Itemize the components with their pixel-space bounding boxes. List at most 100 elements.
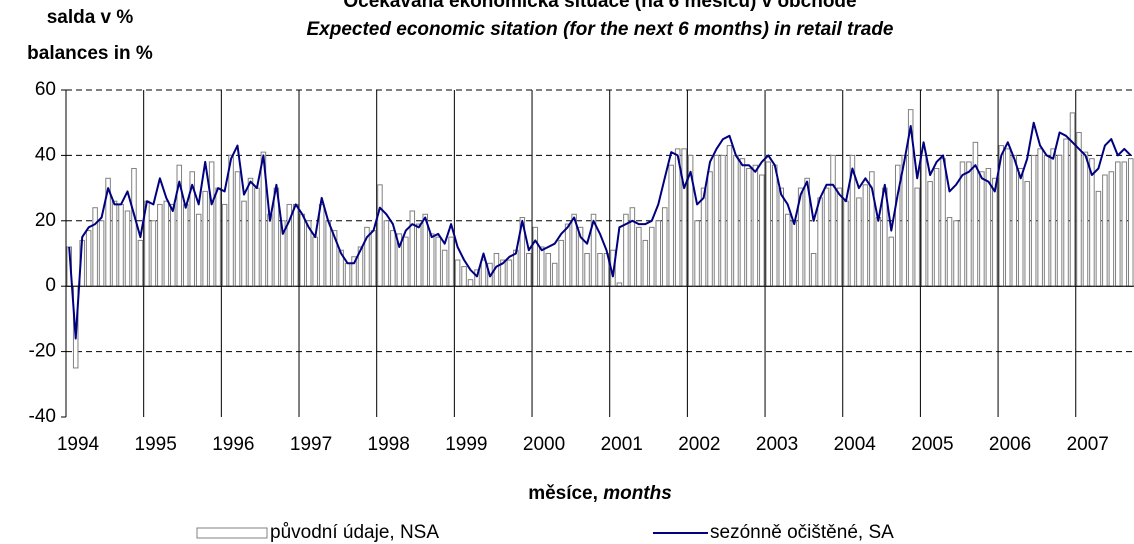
- bar: [118, 203, 124, 287]
- bar: [383, 220, 390, 287]
- bar: [1056, 154, 1063, 287]
- bar: [1108, 171, 1115, 287]
- bar: [150, 220, 157, 287]
- bar: [739, 158, 746, 287]
- bar: [992, 177, 998, 287]
- bar: [836, 187, 843, 287]
- bar: [642, 239, 649, 287]
- bar: [415, 223, 422, 287]
- bar: [299, 213, 306, 287]
- x-tick-label: 2001: [601, 434, 643, 455]
- bar: [927, 181, 933, 287]
- bar: [1082, 151, 1089, 287]
- bar: [448, 236, 454, 287]
- bar: [733, 154, 739, 287]
- bar: [293, 203, 299, 287]
- bar: [1063, 138, 1069, 287]
- bar: [163, 200, 170, 287]
- bar: [1043, 154, 1050, 287]
- chart-title: Očekávaná ekonomická situace (na 6 měsíc…: [343, 0, 856, 12]
- x-tick-label: 1997: [290, 434, 332, 455]
- bar: [551, 262, 558, 287]
- y-tick-label: 20: [35, 210, 56, 231]
- legend: původní údaje, NSA sezónně očištěné, SA: [196, 522, 894, 543]
- bar: [946, 217, 953, 287]
- bar: [318, 203, 325, 287]
- bar: [428, 233, 435, 287]
- x-tick-label: 1995: [135, 434, 177, 455]
- x-tick-label: 1994: [57, 434, 100, 455]
- bar: [888, 236, 895, 287]
- bar: [254, 187, 260, 287]
- bar: [1115, 161, 1121, 287]
- y-tick-label: 60: [35, 79, 56, 100]
- bar: [513, 249, 519, 287]
- bar: [370, 230, 377, 287]
- x-tick-label: 2004: [834, 434, 877, 455]
- legend-label: sezónně očištěné, SA: [710, 522, 894, 543]
- bar: [759, 174, 765, 287]
- bar: [778, 187, 785, 287]
- bar: [830, 154, 836, 287]
- x-tick-label: 2003: [756, 434, 798, 455]
- bar: [1121, 161, 1128, 287]
- bar: [1127, 158, 1134, 287]
- bar: [726, 145, 733, 287]
- bar: [875, 217, 882, 287]
- bar: [1050, 148, 1056, 287]
- bar: [720, 154, 726, 287]
- y-tick-label: 0: [45, 275, 56, 296]
- bar: [674, 148, 681, 287]
- bar: [234, 171, 241, 287]
- bar: [435, 236, 441, 287]
- bar: [810, 253, 817, 287]
- y-axis-label: salda v %: [47, 7, 134, 28]
- bar: [649, 226, 655, 287]
- bar: [979, 171, 985, 287]
- x-axis-label: měsíce, months: [528, 483, 672, 504]
- bar: [131, 167, 137, 287]
- bar: [752, 164, 759, 287]
- bar: [668, 164, 674, 287]
- bar: [765, 161, 772, 287]
- bar: [1089, 158, 1095, 287]
- bar: [157, 203, 163, 287]
- bar: [182, 203, 189, 287]
- bar: [202, 190, 208, 287]
- bar: [856, 197, 862, 287]
- bar: [208, 161, 215, 287]
- chart-subtitle: Expected economic sitation (for the next…: [307, 19, 894, 40]
- bar: [862, 184, 869, 287]
- legend-label: původní údaje, NSA: [270, 522, 439, 543]
- bar: [409, 210, 416, 287]
- bar: [1069, 112, 1076, 287]
- bar: [461, 266, 467, 287]
- x-tick-label: 1998: [368, 434, 410, 455]
- bar: [746, 167, 752, 287]
- bar: [441, 249, 448, 287]
- bar: [454, 259, 461, 287]
- bar: [467, 279, 474, 287]
- bar: [1011, 154, 1018, 287]
- bar: [538, 246, 545, 287]
- bar: [920, 154, 927, 287]
- bar: [228, 154, 234, 287]
- bar: [247, 177, 254, 287]
- x-tick-label: 2005: [911, 434, 953, 455]
- bar: [124, 210, 131, 287]
- bar: [195, 213, 202, 287]
- bar: [972, 141, 979, 287]
- bar: [1005, 148, 1011, 287]
- bar: [1030, 154, 1037, 287]
- bar: [564, 223, 571, 287]
- bar: [966, 161, 972, 287]
- bar: [843, 200, 849, 287]
- bar: [597, 253, 603, 287]
- bar: [545, 253, 551, 287]
- bar: [85, 230, 92, 287]
- bar: [111, 200, 118, 287]
- x-tick-label: 2000: [523, 434, 565, 455]
- bar: [344, 262, 351, 287]
- bar: [403, 236, 409, 287]
